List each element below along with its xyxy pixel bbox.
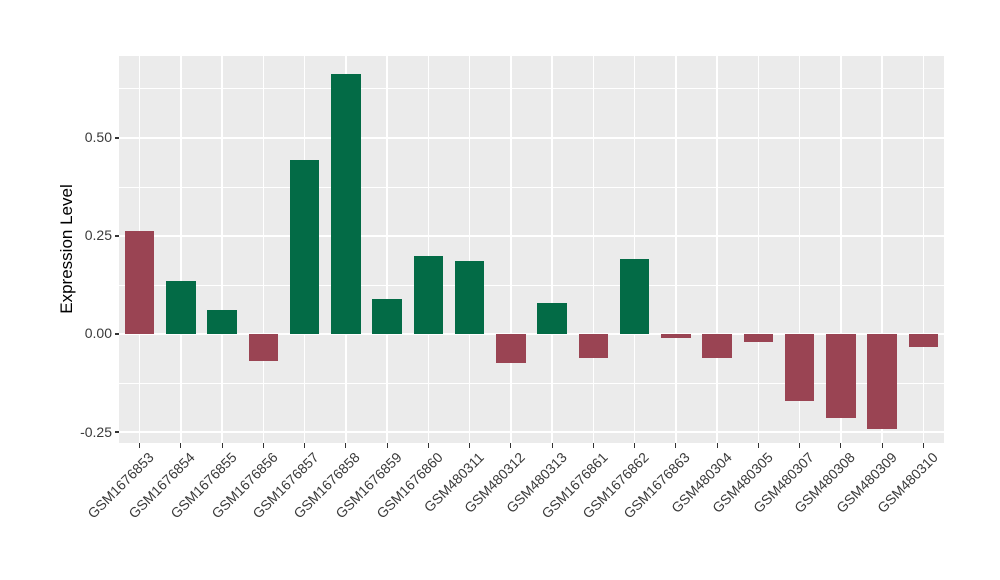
gridline-minor-horizontal	[119, 88, 944, 90]
gridline-major-horizontal	[119, 235, 944, 237]
bar-GSM1676862	[619, 259, 650, 334]
x-tick-mark	[139, 443, 141, 448]
y-tick-mark	[114, 431, 119, 433]
bar-GSM1676861	[578, 333, 609, 359]
bar-GSM480310	[908, 333, 939, 347]
bar-GSM1676858	[331, 73, 361, 334]
y-tick-label: 0.25	[84, 227, 112, 244]
gridline-vertical	[881, 56, 883, 443]
bar-GSM1676853	[124, 230, 155, 334]
gridline-vertical	[922, 56, 925, 443]
gridline-vertical	[798, 56, 801, 443]
gridline-minor-horizontal	[119, 284, 944, 286]
x-tick-mark	[180, 443, 182, 448]
x-tick-mark	[716, 443, 718, 448]
gridline-vertical	[386, 56, 388, 443]
x-tick-mark	[386, 443, 388, 448]
gridline-major-horizontal	[119, 333, 944, 335]
x-tick-mark	[427, 443, 429, 448]
y-tick-mark	[114, 235, 119, 237]
bar-GSM480309	[867, 333, 897, 429]
gridline-vertical	[757, 56, 760, 443]
gridline-vertical	[675, 56, 677, 443]
bar-GSM1676855	[207, 310, 237, 334]
gridline-vertical	[468, 56, 471, 443]
gridline-vertical	[716, 56, 718, 443]
gridline-vertical	[180, 56, 182, 443]
x-tick-mark	[510, 443, 512, 448]
x-tick-mark	[881, 443, 883, 448]
x-tick-mark	[840, 443, 842, 448]
bar-GSM480313	[537, 302, 567, 334]
bar-GSM1676860	[413, 256, 444, 334]
gridline-vertical	[840, 56, 842, 443]
y-tick-label: 0.00	[84, 325, 112, 342]
x-tick-mark	[262, 443, 264, 448]
x-tick-mark	[757, 443, 759, 448]
plot-panel	[119, 56, 944, 443]
gridline-vertical	[221, 56, 223, 443]
x-tick-mark	[922, 443, 924, 448]
bar-GSM1676856	[248, 333, 279, 362]
bar-GSM480312	[496, 333, 526, 363]
gridline-vertical	[592, 56, 595, 443]
x-tick-mark	[221, 443, 223, 448]
bar-GSM480305	[743, 333, 774, 343]
gridline-major-horizontal	[119, 431, 944, 433]
bar-GSM480311	[454, 261, 485, 334]
y-tick-label: -0.25	[80, 423, 112, 440]
y-tick-label: 0.50	[84, 129, 112, 146]
gridline-major-horizontal	[119, 137, 944, 139]
gridline-minor-horizontal	[119, 382, 944, 384]
y-axis-title-text: Expression Level	[57, 184, 76, 314]
x-tick-mark	[551, 443, 553, 448]
bar-GSM480308	[826, 333, 856, 419]
bar-GSM1676854	[166, 281, 196, 334]
x-tick-mark	[675, 443, 677, 448]
x-tick-mark	[634, 443, 636, 448]
x-tick-mark	[345, 443, 347, 448]
gridline-vertical	[427, 56, 430, 443]
bar-GSM480304	[702, 333, 732, 358]
bar-GSM1676863	[661, 333, 691, 338]
gridline-vertical	[262, 56, 265, 443]
x-tick-mark	[799, 443, 801, 448]
y-tick-mark	[114, 333, 119, 335]
bar-GSM1676859	[372, 299, 402, 334]
gridline-vertical	[633, 56, 636, 443]
y-tick-mark	[114, 137, 119, 139]
x-tick-mark	[469, 443, 471, 448]
bar-GSM480307	[784, 333, 815, 402]
gridline-minor-horizontal	[119, 186, 944, 188]
gridline-vertical	[551, 56, 553, 443]
gridline-vertical	[510, 56, 512, 443]
x-tick-mark	[304, 443, 306, 448]
x-tick-mark	[592, 443, 594, 448]
bar-GSM1676857	[289, 159, 320, 334]
